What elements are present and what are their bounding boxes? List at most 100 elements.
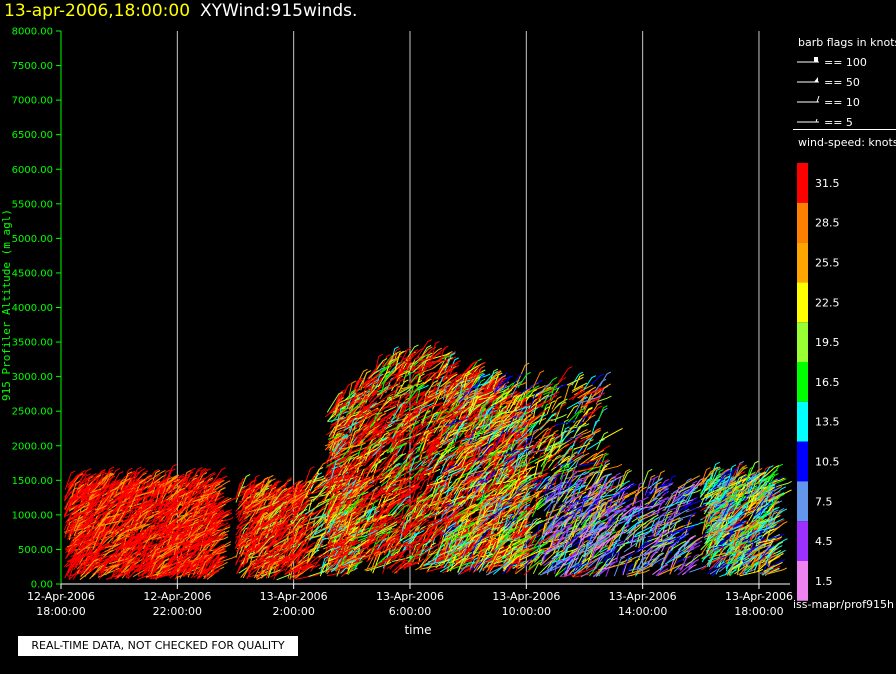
wind-barb: [365, 497, 376, 511]
wind-barb: [475, 365, 485, 382]
wind-barb: [211, 492, 224, 503]
wind-barb: [74, 543, 84, 558]
wind-barb: [324, 509, 337, 528]
wind-barb: [349, 475, 362, 498]
wind-barb: [348, 476, 363, 486]
wind-barb: [517, 456, 527, 478]
wind-barb: [281, 555, 290, 570]
wind-barb: [543, 387, 559, 396]
wind-barb: [400, 466, 413, 484]
wind-barb: [453, 478, 467, 496]
wind-barb: [166, 487, 186, 501]
wind-barb: [339, 453, 358, 468]
wind-barb: [291, 564, 308, 576]
wind-barb: [471, 406, 481, 419]
wind-barb: [140, 547, 155, 561]
wind-barb: [96, 557, 112, 569]
wind-barb: [362, 419, 386, 434]
wind-barb: [515, 444, 535, 452]
wind-barb: [555, 366, 573, 387]
wind-barb: [95, 502, 116, 512]
wind-barb: [198, 540, 216, 547]
wind-barb: [190, 477, 206, 489]
wind-barb: [377, 440, 387, 463]
wind-barb: [404, 560, 422, 568]
wind-barb: [240, 485, 260, 494]
wind-barb: [201, 473, 216, 488]
wind-barb: [236, 505, 248, 519]
wind-barb: [363, 380, 378, 397]
wind-barb: [349, 392, 363, 415]
wind-barb: [205, 543, 231, 553]
wind-barb: [326, 510, 339, 519]
wind-barb: [339, 485, 348, 503]
wind-barb: [452, 523, 466, 537]
wind-barb: [366, 551, 381, 563]
wind-barb: [439, 435, 452, 444]
wind-barb: [167, 485, 180, 494]
wind-barb: [420, 346, 433, 359]
wind-barb: [173, 483, 193, 502]
wind-barb: [149, 486, 164, 500]
wind-barb: [336, 470, 353, 492]
wind-barb: [331, 462, 352, 474]
wind-barb: [422, 493, 434, 502]
wind-barb: [443, 418, 458, 441]
wind-barb: [113, 501, 128, 523]
wind-barb: [406, 551, 427, 559]
wind-barb: [380, 373, 391, 395]
wind-barb: [372, 416, 387, 434]
wind-barb: [365, 505, 377, 518]
wind-barb: [474, 445, 494, 465]
wind-barb: [403, 442, 421, 461]
wind-barb: [188, 557, 208, 572]
wind-barb: [192, 496, 207, 503]
wind-barb: [161, 476, 173, 498]
wind-barb: [326, 473, 339, 487]
wind-barb: [63, 497, 74, 510]
wind-barb: [251, 496, 277, 504]
wind-barb: [507, 560, 519, 572]
wind-barb: [423, 390, 448, 404]
wind-barb: [432, 372, 458, 380]
wind-barb: [367, 444, 384, 460]
wind-barb: [399, 520, 409, 542]
wind-barb: [172, 529, 193, 537]
wind-barb: [80, 558, 99, 578]
wind-barb: [358, 484, 373, 495]
wind-barb: [350, 551, 371, 561]
wind-barb: [88, 518, 112, 526]
wind-barb: [329, 486, 343, 507]
wind-barb: [534, 474, 548, 494]
wind-barb: [446, 386, 462, 407]
wind-barb: [379, 549, 395, 565]
wind-barb: [469, 557, 479, 570]
wind-barb: [336, 544, 351, 550]
wind-barb: [278, 497, 290, 519]
wind-barb: [188, 518, 199, 537]
wind-barb: [86, 515, 95, 529]
wind-barb: [371, 399, 385, 407]
wind-barb: [315, 537, 327, 554]
wind-barb: [211, 536, 229, 543]
wind-barb: [211, 492, 222, 511]
wind-barb: [100, 479, 121, 490]
wind-barb: [508, 481, 518, 500]
wind-barb: [176, 556, 191, 572]
wind-barb: [391, 561, 406, 573]
wind-barb: [337, 555, 357, 568]
wind-barb: [294, 532, 307, 546]
wind-barb: [151, 554, 162, 572]
wind-barb: [242, 559, 256, 579]
wind-barb: [242, 548, 253, 565]
wind-barb: [258, 553, 275, 567]
wind-barb: [497, 528, 509, 544]
wind-barb: [83, 501, 96, 516]
wind-barb: [75, 495, 90, 510]
wind-barb: [203, 513, 221, 526]
wind-barb: [345, 399, 367, 416]
wind-barb: [75, 528, 91, 537]
wind-barb: [384, 371, 405, 386]
wind-barb: [428, 411, 439, 425]
wind-barb: [334, 416, 344, 430]
